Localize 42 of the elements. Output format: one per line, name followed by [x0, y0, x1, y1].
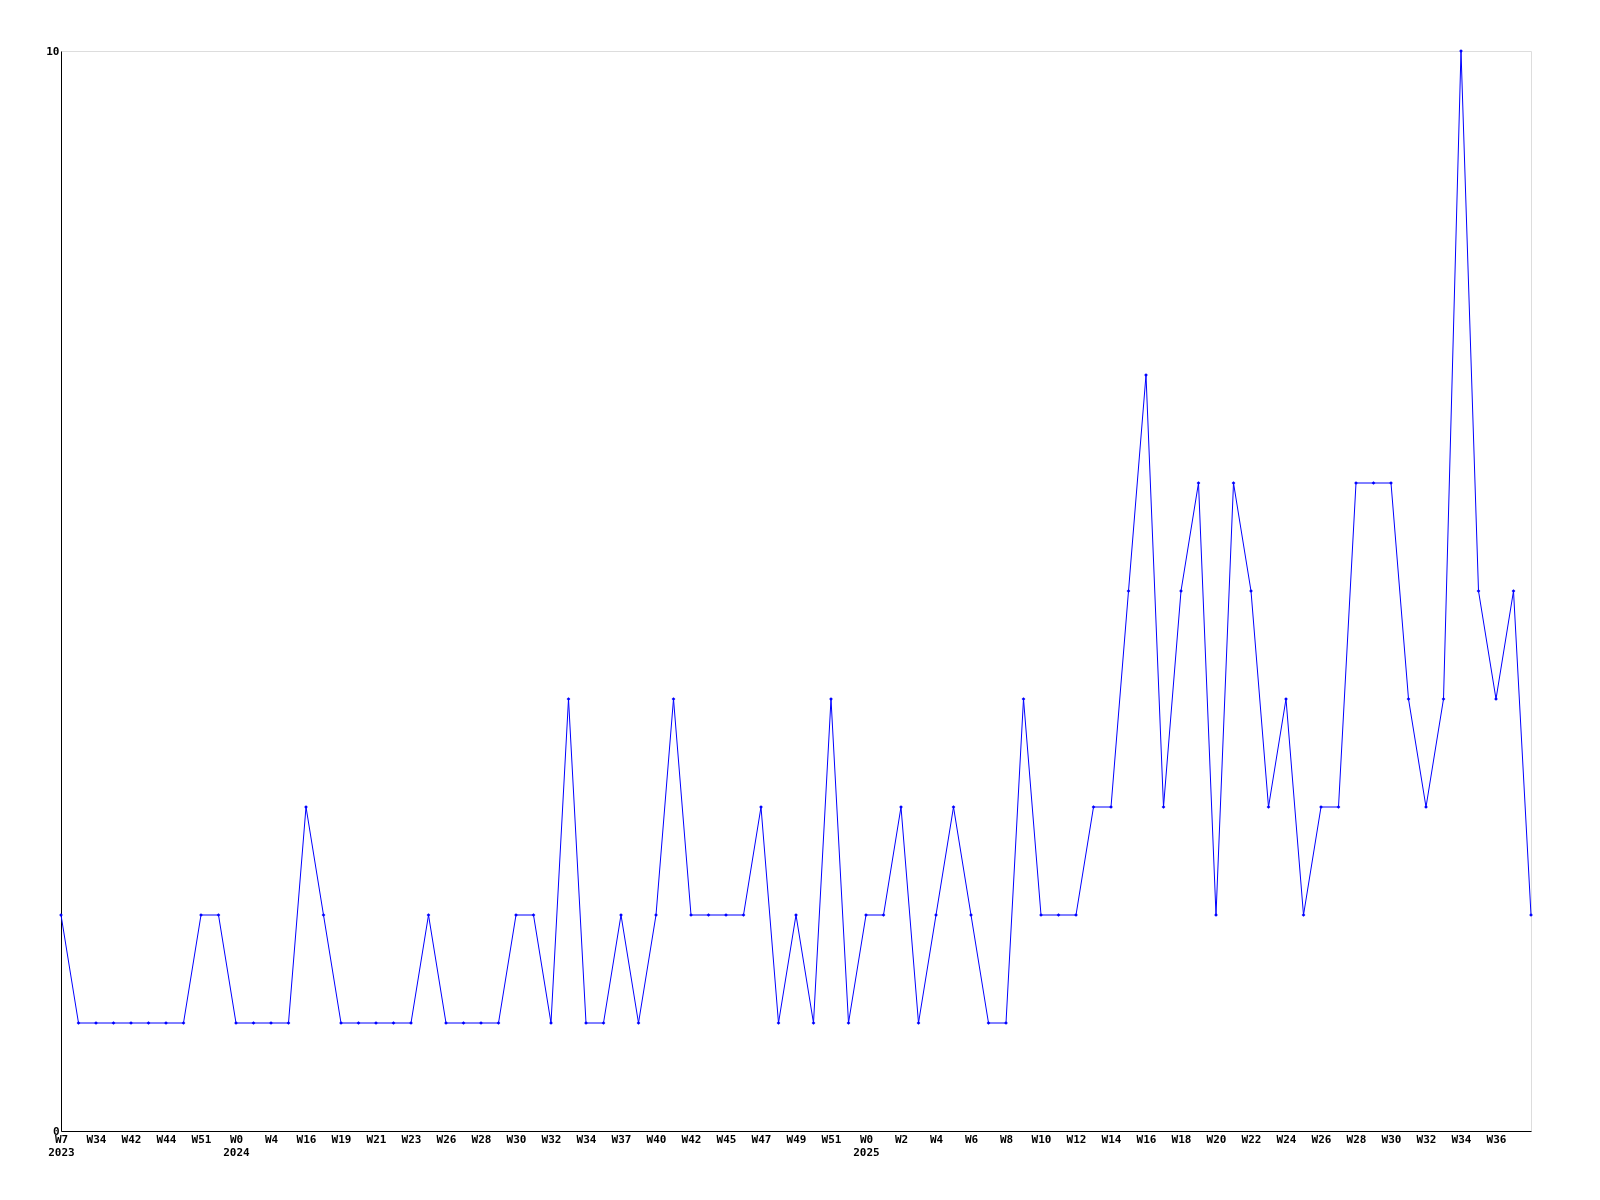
- x-tick-label: W42: [121, 1132, 142, 1146]
- x-tick-label: W32: [1416, 1132, 1437, 1146]
- x-tick-label: W28: [1346, 1132, 1367, 1146]
- x-tick-label: W32: [541, 1132, 562, 1146]
- x-tick-label: W40: [646, 1132, 667, 1146]
- x-tick-label: W0 2024: [223, 1132, 251, 1159]
- x-tick-label: W20: [1206, 1132, 1227, 1146]
- x-tick-label: W30: [1381, 1132, 1402, 1146]
- x-tick-label: W22: [1241, 1132, 1262, 1146]
- x-tick-label: W18: [1171, 1132, 1192, 1146]
- x-tick-label: W30: [506, 1132, 527, 1146]
- x-tick-label: W24: [1276, 1132, 1297, 1146]
- x-tick-label: W21: [366, 1132, 387, 1146]
- x-tick-label: W47: [751, 1132, 772, 1146]
- x-tick-label: W8: [999, 1132, 1014, 1146]
- x-tick-label: W28: [471, 1132, 492, 1146]
- x-tick-label: W4: [264, 1132, 279, 1146]
- x-tick-label: W26: [1311, 1132, 1332, 1146]
- x-tick-label: W12: [1066, 1132, 1087, 1146]
- x-tick-label: W16: [1136, 1132, 1157, 1146]
- x-tick-label: W4: [929, 1132, 944, 1146]
- x-tick-label: W34: [576, 1132, 597, 1146]
- y-tick-label: 10: [46, 44, 60, 58]
- x-tick-label: W45: [716, 1132, 737, 1146]
- x-tick-label: W42: [681, 1132, 702, 1146]
- x-tick-label: W49: [786, 1132, 807, 1146]
- x-tick-label: W51: [191, 1132, 212, 1146]
- x-tick-label: W44: [156, 1132, 177, 1146]
- x-tick-label: W14: [1101, 1132, 1122, 1146]
- x-tick-label: W23: [401, 1132, 422, 1146]
- x-tick-label: W2: [894, 1132, 909, 1146]
- x-tick-label: W10: [1031, 1132, 1052, 1146]
- x-tick-label: W34: [1451, 1132, 1472, 1146]
- x-tick-label: W37: [611, 1132, 632, 1146]
- x-tick-label: W19: [331, 1132, 352, 1146]
- x-tick-label: W34: [86, 1132, 107, 1146]
- x-tick-label: W16: [296, 1132, 317, 1146]
- x-tick-label: W0 2025: [853, 1132, 880, 1159]
- x-tick-label: W36: [1486, 1132, 1507, 1146]
- x-tick-label: W6: [964, 1132, 979, 1146]
- x-tick-label: W26: [436, 1132, 457, 1146]
- x-tick-label: W51: [821, 1132, 842, 1146]
